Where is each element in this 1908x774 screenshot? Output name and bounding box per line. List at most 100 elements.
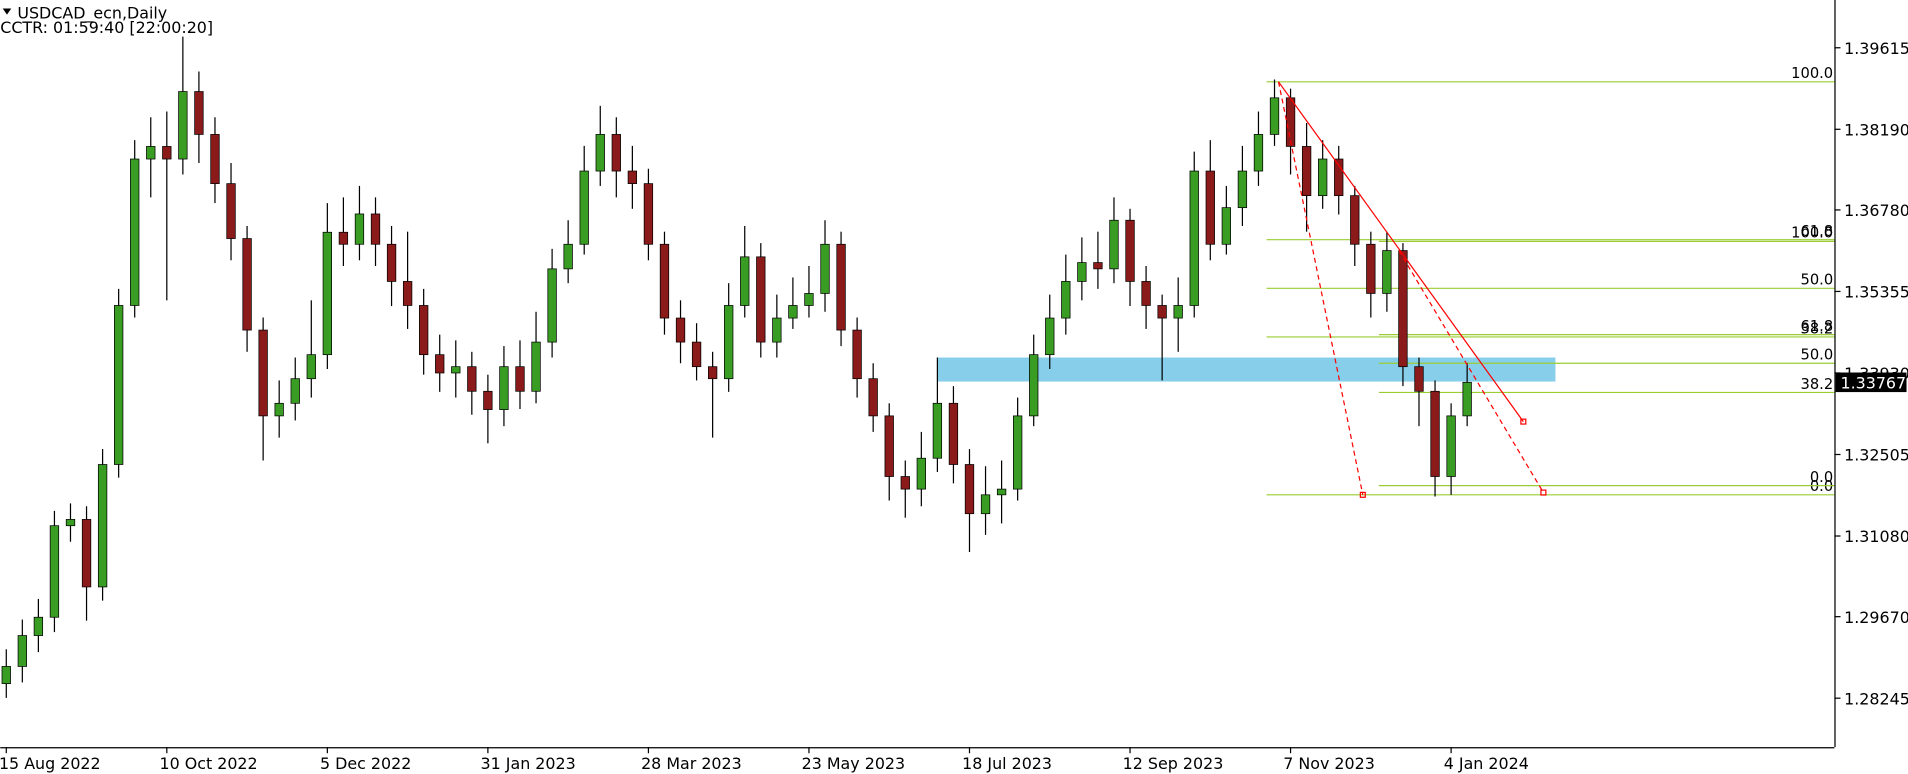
y-tick-label: 1.35355	[1844, 283, 1908, 302]
candle-body	[194, 91, 204, 135]
y-tick-label: 1.32505	[1844, 446, 1908, 465]
menu-icon	[2, 8, 12, 15]
candle-body	[868, 378, 878, 417]
fib-label: 50.0	[1801, 347, 1834, 364]
candle-body	[1318, 158, 1328, 197]
candle-body	[130, 158, 140, 306]
candle-body	[1269, 97, 1280, 135]
candle-body	[290, 378, 300, 404]
candle-body	[1045, 317, 1055, 356]
candle-body	[178, 91, 188, 160]
candle-body	[322, 231, 332, 356]
x-tick-label: 5 Dec 2022	[320, 754, 411, 773]
candle-body	[97, 464, 108, 588]
fib-label: 61.8	[1801, 223, 1834, 240]
candle-body	[419, 305, 429, 356]
price-zone	[937, 357, 1556, 382]
candle-body	[836, 243, 846, 331]
x-tick-label: 15 Aug 2022	[0, 754, 101, 773]
candle-body	[1253, 134, 1264, 172]
candle-body	[1205, 170, 1215, 245]
candle-body	[162, 146, 172, 160]
candle-body	[1013, 415, 1023, 490]
candle-body	[17, 635, 27, 667]
chart-subtitle: CCTR: 01:59:40 [22:00:20]	[0, 18, 213, 37]
candle-body	[740, 256, 750, 306]
candle-body	[948, 402, 959, 465]
fib-label: 0.0	[1810, 469, 1833, 486]
candle-body	[724, 305, 734, 380]
candle-body	[627, 170, 638, 184]
candle-body	[1446, 415, 1456, 477]
candle-body	[996, 488, 1007, 496]
candle-body	[1029, 354, 1039, 417]
candle-body	[33, 616, 44, 636]
candle-body	[1366, 243, 1376, 294]
candle-body	[884, 415, 894, 477]
candle-body	[515, 366, 525, 392]
trendline-handle	[1540, 489, 1547, 496]
candle-body	[1285, 97, 1296, 147]
candle-body	[563, 243, 573, 270]
candle-body	[772, 317, 782, 343]
candle-body	[65, 519, 76, 527]
candle-body	[81, 519, 92, 588]
candle-body	[900, 476, 910, 490]
candle-body	[756, 256, 766, 343]
y-tick-label: 1.38190	[1844, 120, 1908, 139]
x-tick-label: 31 Jan 2023	[481, 754, 576, 773]
candle-body	[49, 525, 60, 618]
fib-label: 50.0	[1801, 272, 1834, 289]
candle-body	[1221, 207, 1231, 245]
candle-body	[1462, 381, 1472, 417]
candle-body	[964, 464, 975, 515]
candle-body	[402, 281, 413, 306]
x-tick-label: 23 May 2023	[802, 754, 906, 773]
candle-body	[1061, 281, 1071, 319]
candle-body	[370, 213, 381, 245]
candle-body	[1141, 281, 1151, 306]
candle-body	[1398, 250, 1408, 368]
fib-label: 38.2	[1801, 376, 1834, 393]
candle-body	[675, 317, 686, 343]
price-label-box	[1835, 372, 1907, 393]
candle-body	[804, 293, 814, 306]
candle-body	[146, 146, 156, 160]
x-tick-label: 28 Mar 2023	[641, 754, 742, 773]
candle-body	[483, 390, 493, 410]
candle-body	[1350, 195, 1360, 245]
x-tick-label: 18 Jul 2023	[962, 754, 1052, 773]
candle-body	[579, 170, 589, 245]
fib-label: 0.0	[1810, 478, 1833, 495]
candle-body	[1189, 170, 1199, 306]
fib-label: 100.0	[1791, 225, 1833, 242]
y-tick-label: 1.31080	[1844, 527, 1908, 546]
candle-body	[386, 243, 397, 282]
chart-title: USDCAD_ecn,Daily	[17, 3, 167, 23]
y-tick-label: 1.39615	[1844, 39, 1908, 58]
candle-body	[1077, 262, 1087, 282]
candle-body	[1157, 305, 1167, 319]
x-tick-label: 12 Sep 2023	[1123, 754, 1224, 773]
price-label: 1.33767	[1840, 373, 1906, 392]
fib-label: 38.2	[1801, 320, 1834, 337]
candle-body	[435, 354, 445, 374]
fib-label: 61.8	[1801, 318, 1834, 335]
trendline	[1398, 250, 1544, 493]
trendline	[1277, 81, 1364, 495]
trendline-handle	[1359, 491, 1366, 498]
candle-body	[531, 341, 541, 392]
candle-body	[820, 243, 830, 294]
candle-body	[1301, 146, 1312, 197]
x-tick-label: 7 Nov 2023	[1283, 754, 1375, 773]
candle-body	[114, 305, 124, 465]
candle-body	[659, 243, 670, 319]
candle-body	[595, 134, 605, 172]
trendline-handle	[1520, 418, 1527, 425]
y-tick-label: 1.29670	[1844, 608, 1908, 627]
trendline	[1278, 81, 1524, 422]
candle-body	[1125, 219, 1135, 282]
candle-body	[707, 366, 718, 380]
candle-body	[338, 231, 349, 245]
